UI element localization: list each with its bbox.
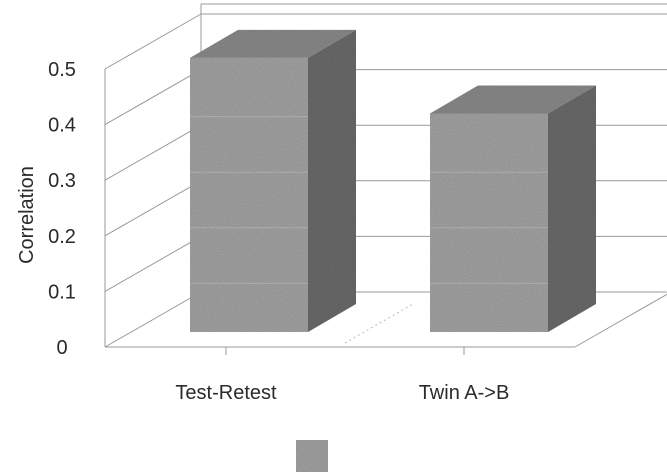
gridline-diagonal xyxy=(104,69,202,126)
bar-top-face xyxy=(190,29,356,58)
gridline-diagonal xyxy=(104,291,202,348)
y-tick-label: 0.3 xyxy=(48,170,76,192)
y-axis-label: Correlation xyxy=(16,166,38,264)
x-category-label: Twin A->B xyxy=(419,382,510,404)
bars xyxy=(190,29,596,332)
floor-right-edge xyxy=(574,293,667,348)
y-tick-label: 0.2 xyxy=(48,226,76,248)
x-axis: Test-Retest Twin A->B xyxy=(175,347,509,404)
gridline-diagonal xyxy=(104,124,202,181)
y-axis: 0 0.1 0.2 0.3 0.4 0.5 xyxy=(48,59,106,359)
bar-side-face xyxy=(308,29,356,332)
gridline-diagonal xyxy=(104,180,202,237)
bar-front-face xyxy=(430,113,548,332)
bar-top-face xyxy=(430,85,596,114)
bar-front-face xyxy=(190,57,308,332)
x-category-label: Test-Retest xyxy=(175,382,277,404)
y-tick-label: 0.4 xyxy=(48,115,76,137)
bar xyxy=(430,85,596,332)
gridline-diagonal xyxy=(104,13,202,70)
legend-swatch xyxy=(296,440,328,472)
legend xyxy=(296,440,328,472)
bar xyxy=(190,29,356,332)
floor-divider xyxy=(344,304,413,344)
gridline-diagonal xyxy=(104,235,202,292)
y-tick-label: 0.1 xyxy=(48,281,76,303)
y-tick-label: 0 xyxy=(56,337,67,359)
bar-side-face xyxy=(548,85,596,332)
floor xyxy=(105,293,667,348)
y-tick-label: 0.5 xyxy=(48,59,76,81)
